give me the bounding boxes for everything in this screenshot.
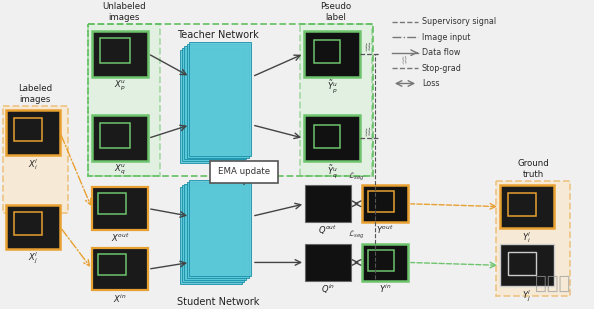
Bar [92, 187, 148, 230]
Text: $X_i^l$: $X_i^l$ [28, 157, 38, 171]
Bar [88, 24, 373, 176]
Text: $\mathcal{L}_{seg}$: $\mathcal{L}_{seg}$ [348, 171, 365, 183]
Bar [184, 184, 247, 280]
Bar [304, 115, 360, 161]
Bar [314, 40, 340, 63]
Text: Pseudo
label: Pseudo label [320, 2, 352, 22]
Text: Stop-grad: Stop-grad [422, 64, 462, 73]
Text: $X^{in}$: $X^{in}$ [113, 292, 127, 305]
Bar [92, 31, 148, 77]
Bar [304, 31, 360, 77]
Bar [508, 252, 536, 275]
Bar [88, 24, 160, 176]
Bar [189, 180, 251, 276]
Text: Ground
truth: Ground truth [517, 159, 549, 179]
Bar [368, 250, 394, 271]
Text: $X_j^l$: $X_j^l$ [28, 251, 38, 266]
Bar [14, 118, 42, 141]
Text: Loss: Loss [422, 79, 440, 88]
Text: $Q^{out}$: $Q^{out}$ [318, 224, 337, 237]
Bar [3, 106, 68, 214]
Text: $Y^{in}$: $Y^{in}$ [378, 283, 391, 295]
Bar [100, 123, 130, 148]
Text: //: // [364, 43, 372, 53]
Bar [14, 212, 42, 235]
Bar [182, 48, 244, 161]
Bar [92, 115, 148, 161]
Bar [6, 205, 60, 249]
Text: $\mathcal{L}_{seg}$: $\mathcal{L}_{seg}$ [348, 229, 365, 241]
Text: Supervisory signal: Supervisory signal [422, 17, 496, 26]
Bar [496, 181, 570, 296]
Text: Labeled
images: Labeled images [18, 84, 52, 104]
Bar [500, 185, 554, 228]
Text: //: // [402, 55, 409, 65]
Bar [180, 50, 242, 163]
Text: $\tilde{Y}_q^u$: $\tilde{Y}_q^u$ [327, 163, 337, 180]
Text: $Y^{out}$: $Y^{out}$ [376, 224, 394, 236]
Bar [182, 185, 244, 282]
Bar [305, 244, 351, 281]
Text: $X^{out}$: $X^{out}$ [110, 232, 129, 244]
Bar [180, 187, 242, 284]
Text: //: // [364, 127, 372, 138]
Bar [368, 191, 394, 212]
Bar [508, 193, 536, 216]
Text: Unlabeled
images: Unlabeled images [102, 2, 146, 22]
Bar [314, 125, 340, 148]
Text: Image input: Image input [422, 33, 470, 42]
Text: $Q^{in}$: $Q^{in}$ [321, 283, 335, 296]
Bar [6, 110, 60, 155]
Text: $Y_j^l$: $Y_j^l$ [522, 288, 532, 304]
Text: $\tilde{Y}_p^u$: $\tilde{Y}_p^u$ [327, 79, 337, 95]
Bar [300, 24, 372, 176]
Bar [187, 44, 249, 158]
Bar [92, 248, 148, 290]
Bar [98, 254, 126, 275]
Bar [187, 182, 249, 278]
Bar [362, 244, 408, 281]
Bar [184, 46, 247, 159]
Bar [189, 42, 251, 156]
Text: Teacher Network: Teacher Network [177, 30, 259, 40]
Bar [500, 244, 554, 286]
Text: $X_p^u$: $X_p^u$ [114, 79, 126, 93]
Text: $Y_i^l$: $Y_i^l$ [522, 230, 532, 245]
Text: EMA update: EMA update [218, 167, 270, 176]
Bar [305, 185, 351, 222]
Text: $X_q^u$: $X_q^u$ [114, 163, 126, 177]
Text: 噎神游: 噎神游 [535, 274, 571, 293]
Text: Data flow: Data flow [422, 48, 460, 57]
Bar [100, 38, 130, 63]
Bar [98, 193, 126, 214]
Text: Student Network: Student Network [177, 297, 259, 307]
Bar [362, 185, 408, 222]
Bar [210, 161, 278, 183]
